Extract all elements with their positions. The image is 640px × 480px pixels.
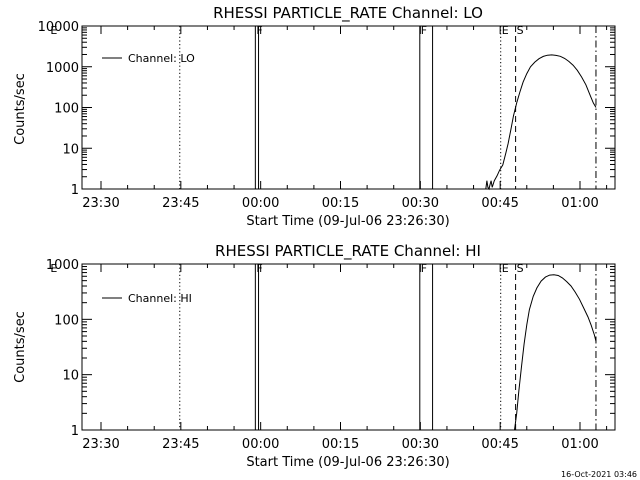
x-axis-label: Start Time (09-Jul-06 23:26:30) [246, 214, 449, 229]
chart-panel-hi: RHESSI PARTICLE_RATE Channel: HI Start T… [13, 242, 616, 470]
event-marker-label: S [517, 24, 524, 37]
axis-ticks: 23:30 23:45 00:00 00:15 00:30 00:45 01:00 1 10 10… [46, 258, 615, 452]
event-marker-label: S [517, 262, 524, 275]
y-tick-label: 10 [62, 142, 79, 157]
axis-ticks: 23:30 23:45 00:00 00:15 00:30 00:45 01:00 1 10 10… [38, 20, 615, 211]
data-series [485, 54, 597, 191]
timestamp-label: 16-Oct-2021 03:46 [561, 470, 637, 479]
x-tick-label: 23:45 [162, 437, 199, 452]
y-tick-label: 1000 [46, 258, 79, 273]
x-tick-label: 00:30 [402, 437, 439, 452]
x-tick-label: 01:00 [561, 437, 598, 452]
event-marker-label: F [421, 262, 427, 275]
event-marker-label: E [50, 24, 57, 37]
y-tick-label: 1000 [46, 61, 79, 76]
event-marker-label: E [50, 262, 57, 275]
chart-title: RHESSI PARTICLE_RATE Channel: HI [215, 242, 481, 261]
x-tick-label: 00:15 [322, 196, 359, 211]
series-line [485, 54, 597, 191]
x-tick-label: 00:00 [242, 437, 279, 452]
plot-frame [81, 25, 616, 190]
legend-label: Channel: LO [128, 52, 195, 65]
y-tick-label: 1 [71, 424, 79, 439]
x-tick-label: 23:45 [162, 196, 199, 211]
x-tick-label: 23:30 [82, 437, 119, 452]
chart-panel-lo: RHESSI PARTICLE_RATE Channel: LO Start T… [13, 4, 616, 229]
y-axis-label: Counts/sec [13, 311, 28, 383]
x-axis-label: Start Time (09-Jul-06 23:26:30) [246, 455, 449, 470]
data-series [514, 274, 597, 431]
event-marker-label: E [502, 24, 509, 37]
x-tick-label: 00:45 [481, 437, 518, 452]
y-tick-label: 100 [54, 313, 79, 328]
y-tick-label: 10000 [38, 20, 79, 35]
chart-title: RHESSI PARTICLE_RATE Channel: LO [213, 4, 483, 23]
event-marker-label: F [256, 24, 262, 37]
x-tick-label: 00:30 [402, 196, 439, 211]
legend: Channel: LO [102, 52, 195, 65]
plot-frame [81, 263, 616, 431]
y-tick-label: 100 [54, 102, 79, 117]
y-tick-label: 1 [71, 183, 79, 198]
x-tick-label: 00:00 [242, 196, 279, 211]
y-axis-label: Counts/sec [13, 73, 28, 145]
x-tick-label: 01:00 [561, 196, 598, 211]
x-tick-label: 00:45 [481, 196, 518, 211]
series-line [514, 274, 597, 431]
legend: Channel: HI [102, 292, 192, 305]
event-marker-label: F [256, 262, 262, 275]
y-tick-label: 10 [62, 369, 79, 384]
legend-label: Channel: HI [128, 292, 192, 305]
x-tick-label: 23:30 [82, 196, 119, 211]
event-marker-label: F [421, 24, 427, 37]
event-marker-label: E [502, 262, 509, 275]
x-tick-label: 00:15 [322, 437, 359, 452]
